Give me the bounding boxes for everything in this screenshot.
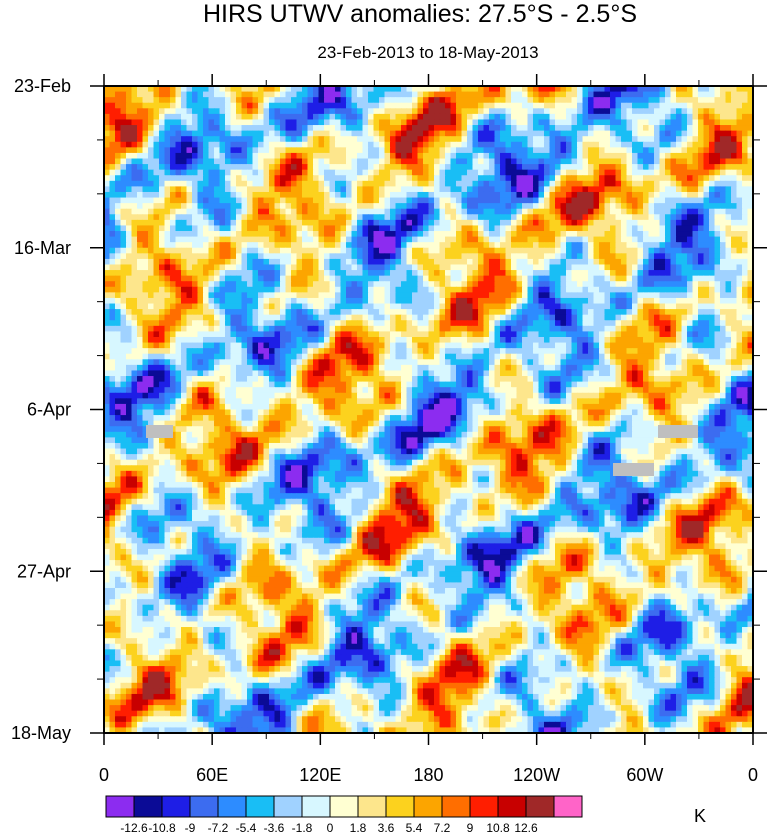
colorbar-swatch — [553, 795, 583, 818]
colorbar-swatch — [161, 795, 191, 818]
chart-title: HIRS UTWV anomalies: 27.5°S - 2.5°S — [203, 0, 637, 28]
colorbar-level-label: -1.8 — [292, 821, 313, 834]
x-tick-label: 120W — [513, 765, 560, 785]
colorbar-swatch — [217, 795, 247, 818]
x-tick-label: 60W — [626, 765, 663, 785]
anomaly-field — [104, 86, 753, 733]
axes: 0 60E 120E 180 120W 60W 0 23-Feb 16-Mar 6-Apr 27-A… — [11, 74, 767, 785]
colorbar-unit-label: K — [694, 806, 706, 826]
colorbar-swatch — [245, 795, 275, 818]
colorbar-level-label: 12.6 — [514, 821, 538, 834]
y-tick-label: 27-Apr — [17, 561, 71, 581]
x-tick-label: 180 — [413, 765, 443, 785]
colorbar-swatch — [329, 795, 359, 818]
colorbar-level-label: 9 — [467, 821, 474, 834]
colorbar-swatch — [413, 795, 443, 818]
colorbar-swatch — [469, 795, 499, 818]
y-tick-label: 16-Mar — [14, 238, 71, 258]
colorbar-swatch — [497, 795, 527, 818]
chart-subtitle: 23-Feb-2013 to 18-May-2013 — [317, 43, 538, 62]
colorbar-level-label: -10.8 — [148, 821, 176, 834]
missing-data-patch — [658, 425, 698, 438]
x-tick-label: 0 — [748, 765, 758, 785]
colorbar-level-label: -7.2 — [208, 821, 229, 834]
x-tick-label: 0 — [99, 765, 109, 785]
colorbar-swatch — [189, 795, 219, 818]
missing-data-patches — [146, 425, 698, 476]
y-tick-label: 23-Feb — [14, 76, 71, 96]
x-tick-label: 120E — [299, 765, 341, 785]
colorbar-level-label: 10.8 — [486, 821, 510, 834]
colorbar-swatch — [273, 795, 303, 818]
colorbar-swatch — [441, 795, 471, 818]
colorbar-level-label: 5.4 — [406, 821, 423, 834]
y-tick-label: 6-Apr — [27, 400, 71, 420]
x-tick-label: 60E — [196, 765, 228, 785]
colorbar-level-label: -9 — [185, 821, 196, 834]
colorbar-level-label: 0 — [327, 821, 334, 834]
colorbar-level-label: -3.6 — [264, 821, 285, 834]
colorbar-level-label: 7.2 — [434, 821, 451, 834]
colorbar-swatch — [525, 795, 555, 818]
colorbar-level-label: -12.6 — [120, 821, 148, 834]
missing-data-patch — [146, 425, 173, 438]
colorbar-swatch — [105, 795, 135, 818]
colorbar-level-label: 3.6 — [378, 821, 395, 834]
colorbar-level-label: 1.8 — [350, 821, 367, 834]
colorbar-swatch — [357, 795, 387, 818]
colorbar-swatch — [301, 795, 331, 818]
colorbar-level-label: -5.4 — [236, 821, 257, 834]
missing-data-patch — [613, 463, 654, 476]
y-tick-label: 18-May — [11, 723, 71, 743]
colorbar-swatch — [133, 795, 163, 818]
colorbar: -12.6 -10.8 -9 -7.2 -5.4 -3.6 -1.8 0 1.8 3.6 5.4 7.… — [105, 795, 583, 834]
colorbar-swatch — [385, 795, 415, 818]
